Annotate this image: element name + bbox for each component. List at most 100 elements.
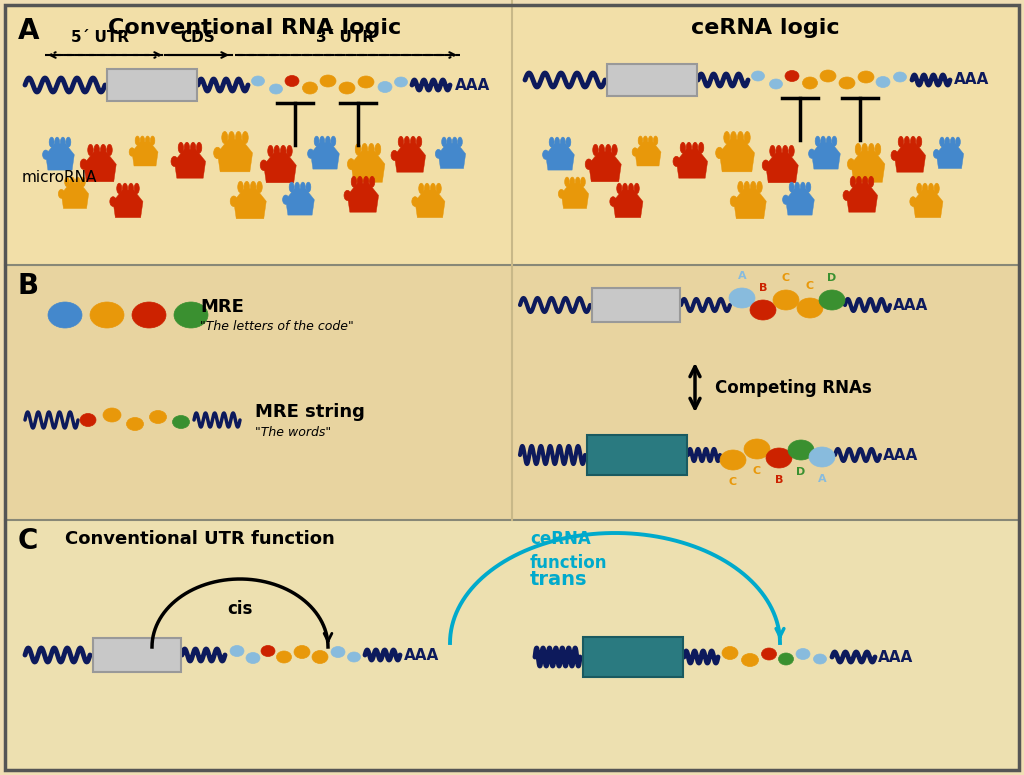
Ellipse shape	[236, 132, 242, 143]
Ellipse shape	[238, 181, 244, 193]
Polygon shape	[847, 184, 878, 212]
Text: Conventional RNA logic: Conventional RNA logic	[109, 18, 401, 38]
Polygon shape	[936, 143, 964, 168]
Ellipse shape	[110, 197, 117, 206]
Polygon shape	[84, 152, 117, 182]
Ellipse shape	[856, 177, 861, 187]
Ellipse shape	[49, 137, 54, 147]
Text: C: C	[782, 273, 791, 283]
Polygon shape	[734, 189, 766, 219]
Polygon shape	[217, 140, 253, 172]
Ellipse shape	[307, 149, 313, 158]
Polygon shape	[351, 151, 385, 182]
Ellipse shape	[910, 136, 915, 147]
Ellipse shape	[737, 181, 743, 193]
Ellipse shape	[274, 146, 280, 157]
Ellipse shape	[66, 137, 71, 147]
Ellipse shape	[843, 191, 850, 201]
Ellipse shape	[720, 450, 746, 470]
Ellipse shape	[744, 132, 751, 143]
Ellipse shape	[135, 136, 139, 145]
Ellipse shape	[891, 150, 898, 160]
Ellipse shape	[611, 144, 617, 156]
Ellipse shape	[364, 177, 369, 187]
Ellipse shape	[762, 648, 776, 660]
Ellipse shape	[100, 144, 106, 156]
Polygon shape	[561, 184, 589, 208]
Ellipse shape	[862, 143, 867, 155]
Ellipse shape	[425, 183, 429, 194]
Ellipse shape	[80, 159, 87, 170]
Ellipse shape	[178, 143, 183, 153]
Ellipse shape	[246, 653, 260, 663]
Ellipse shape	[722, 646, 738, 660]
Ellipse shape	[751, 181, 756, 193]
Ellipse shape	[458, 137, 462, 146]
Ellipse shape	[441, 137, 446, 146]
Ellipse shape	[184, 143, 189, 153]
Ellipse shape	[357, 177, 362, 187]
Polygon shape	[812, 143, 841, 169]
Ellipse shape	[729, 288, 755, 308]
Ellipse shape	[629, 183, 634, 194]
Ellipse shape	[294, 646, 310, 659]
Ellipse shape	[806, 182, 811, 192]
Ellipse shape	[347, 159, 354, 170]
Ellipse shape	[741, 653, 759, 666]
Ellipse shape	[955, 137, 961, 146]
Polygon shape	[347, 184, 379, 212]
Ellipse shape	[230, 196, 238, 206]
Ellipse shape	[283, 195, 289, 205]
Ellipse shape	[898, 136, 903, 147]
Text: C: C	[729, 477, 737, 487]
Ellipse shape	[815, 136, 820, 146]
Ellipse shape	[692, 143, 697, 153]
Ellipse shape	[128, 183, 133, 194]
Ellipse shape	[826, 136, 831, 146]
Polygon shape	[677, 150, 708, 178]
Ellipse shape	[289, 182, 294, 192]
Text: "The letters of the code": "The letters of the code"	[200, 321, 353, 333]
Ellipse shape	[361, 143, 368, 155]
Ellipse shape	[934, 150, 939, 158]
Ellipse shape	[616, 183, 622, 194]
Ellipse shape	[770, 146, 775, 157]
Ellipse shape	[419, 183, 424, 194]
Text: 5´ UTR: 5´ UTR	[71, 30, 129, 45]
Ellipse shape	[680, 143, 685, 153]
Ellipse shape	[623, 183, 628, 194]
Ellipse shape	[848, 159, 855, 170]
Ellipse shape	[581, 177, 586, 187]
Ellipse shape	[65, 177, 70, 187]
Bar	[5, 520, 1019, 770]
Ellipse shape	[54, 137, 59, 147]
Ellipse shape	[344, 191, 351, 201]
Ellipse shape	[446, 137, 452, 146]
Text: AAA: AAA	[883, 447, 919, 463]
Text: C: C	[753, 466, 761, 476]
Ellipse shape	[862, 177, 867, 187]
Ellipse shape	[643, 136, 647, 145]
Polygon shape	[113, 190, 143, 218]
Ellipse shape	[435, 150, 441, 158]
Polygon shape	[546, 143, 574, 170]
Ellipse shape	[103, 408, 121, 422]
Polygon shape	[46, 143, 75, 170]
Ellipse shape	[730, 132, 736, 143]
Ellipse shape	[260, 160, 267, 170]
Ellipse shape	[916, 183, 922, 194]
Polygon shape	[286, 188, 314, 215]
Ellipse shape	[358, 76, 374, 88]
Text: microRNA: microRNA	[22, 170, 97, 184]
Ellipse shape	[319, 136, 325, 146]
Polygon shape	[264, 153, 296, 183]
Ellipse shape	[81, 177, 85, 187]
Ellipse shape	[634, 183, 639, 194]
Ellipse shape	[809, 149, 815, 158]
Polygon shape	[785, 188, 814, 215]
Ellipse shape	[820, 136, 825, 146]
Ellipse shape	[796, 649, 810, 660]
Ellipse shape	[716, 147, 723, 159]
Ellipse shape	[269, 84, 283, 94]
Ellipse shape	[855, 143, 861, 155]
